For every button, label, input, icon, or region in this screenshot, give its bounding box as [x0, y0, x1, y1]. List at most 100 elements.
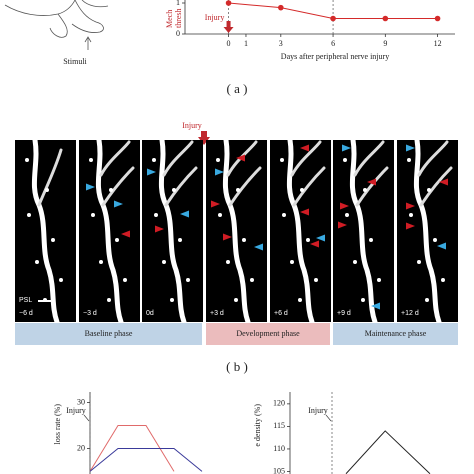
spine	[218, 213, 222, 217]
spine	[35, 260, 39, 264]
injury-arrow	[223, 21, 234, 33]
phase-bars: Baseline phase Development phase Maintenan…	[15, 323, 458, 345]
frame-label: +9 d	[337, 310, 351, 317]
data-point	[434, 15, 441, 22]
dendrite	[280, 137, 326, 325]
x-tick-label: 12	[434, 39, 442, 48]
spine-arrow	[316, 234, 325, 242]
dendrite	[86, 137, 135, 325]
spine	[298, 298, 302, 302]
spine	[361, 298, 365, 302]
spine	[314, 278, 318, 282]
y-axis-label: thresh	[174, 8, 183, 28]
x-tick-label: 6	[331, 39, 335, 48]
spine-arrow	[236, 154, 245, 162]
spine	[226, 260, 230, 264]
spine	[427, 188, 431, 192]
x-tick-label: 1	[244, 39, 248, 48]
annotation-pointer	[325, 414, 332, 422]
charts: 0 1 0 1 3 6 9 12 Injury Mech thresh Days after peri…	[53, 0, 455, 474]
x-tick-label: 0	[227, 39, 231, 48]
stimuli-label: Stimuli	[63, 57, 87, 66]
frame-label: +12 d	[401, 310, 419, 317]
spine-arrow	[342, 144, 351, 152]
dendrite	[25, 137, 88, 325]
spine-arrow	[215, 168, 224, 176]
spine	[234, 298, 238, 302]
spine	[345, 213, 349, 217]
spine	[343, 158, 347, 162]
y-tick-label: 30	[77, 397, 85, 406]
y-tick-label: 110	[273, 444, 285, 453]
spine	[282, 213, 286, 217]
phase-label: Baseline phase	[85, 329, 133, 338]
phase-label: Maintenance phase	[365, 329, 427, 338]
phase-bar	[15, 323, 202, 345]
dendrite-branch	[99, 140, 135, 207]
data-point	[278, 4, 284, 11]
spine-arrow	[121, 230, 130, 238]
spine	[123, 278, 127, 282]
dendrite-shaft	[286, 137, 315, 325]
spine-arrow	[340, 202, 349, 210]
spine	[441, 278, 445, 282]
injury-label: Injury	[182, 121, 202, 130]
spine	[152, 158, 156, 162]
spine	[409, 213, 413, 217]
y-tick-label: 1	[176, 0, 180, 7]
spine-arrow	[406, 202, 415, 210]
spine	[91, 213, 95, 217]
spine-arrow	[338, 221, 347, 229]
scale-label: PSL	[19, 297, 32, 304]
spine-arrow	[223, 233, 232, 241]
spine	[300, 188, 304, 192]
frame-label: 0d	[146, 310, 154, 317]
spine	[417, 260, 421, 264]
spine	[290, 260, 294, 264]
dendrite-branch	[162, 140, 198, 207]
series-line	[89, 447, 203, 472]
x-axis-label: Days after peripheral nerve injury	[281, 52, 389, 61]
spine	[51, 238, 55, 242]
dendrite-branch	[290, 140, 326, 207]
frame-label: +6 d	[274, 310, 288, 317]
spine	[242, 238, 246, 242]
spine-arrow	[310, 240, 319, 248]
data-point	[225, 0, 232, 6]
dendrite-shaft	[95, 137, 124, 325]
spine	[109, 188, 113, 192]
spine	[377, 278, 381, 282]
spine-arrow	[86, 183, 95, 191]
dendrite	[406, 137, 453, 325]
spine	[369, 238, 373, 242]
spine-arrow	[254, 243, 263, 251]
spine-arrow	[114, 200, 123, 208]
spine	[250, 278, 254, 282]
series-line	[345, 430, 431, 474]
spine	[425, 298, 429, 302]
dendrite	[211, 137, 263, 325]
spine	[99, 260, 103, 264]
spine	[59, 278, 63, 282]
dendrite-shaft	[31, 137, 60, 325]
spine	[89, 158, 93, 162]
phase-label: Development phase	[236, 329, 300, 338]
y-tick-label: 20	[77, 443, 85, 452]
spine	[306, 238, 310, 242]
spine	[236, 188, 240, 192]
annotation: Injury	[308, 406, 328, 415]
x-tick-label: 3	[279, 39, 283, 48]
spine-arrow	[180, 210, 189, 218]
spine-arrow	[367, 178, 376, 186]
spine-arrow	[300, 144, 309, 152]
y-tick-label: 0	[176, 29, 180, 38]
spine-arrow	[406, 144, 415, 152]
spine-arrow	[439, 178, 448, 186]
spine	[280, 158, 284, 162]
spine	[170, 298, 174, 302]
spine	[363, 188, 367, 192]
frame-label: −3 d	[83, 310, 97, 317]
dendrite-branch	[37, 148, 63, 207]
